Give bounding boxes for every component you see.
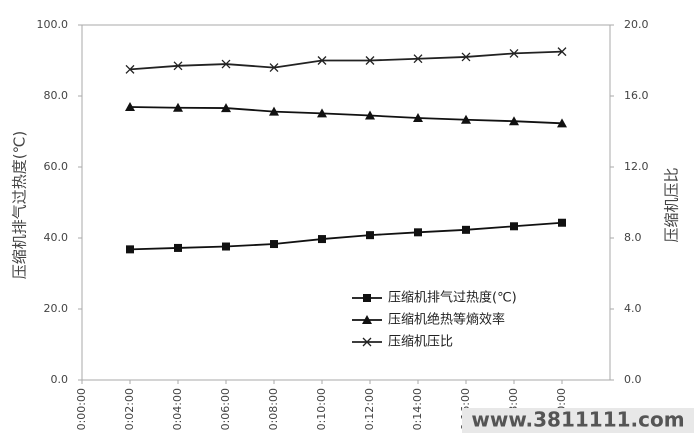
marker (413, 113, 423, 123)
marker (413, 54, 423, 64)
marker (222, 242, 230, 251)
y-tick-label: 60.0 (44, 160, 69, 173)
y-tick-label: 20.0 (44, 302, 69, 315)
y-tick-label: 40.0 (44, 231, 69, 244)
marker (362, 337, 372, 347)
x-tick-label: 0:12:00 (363, 388, 376, 430)
x-tick-label: 0:02:00 (123, 388, 136, 430)
watermark: www.3811111.com (471, 408, 684, 432)
marker (461, 52, 471, 62)
series-line (129, 221, 563, 251)
y2-tick-label: 20.0 (624, 18, 649, 31)
marker (558, 218, 566, 227)
marker (510, 222, 518, 231)
marker (461, 114, 471, 124)
marker (317, 56, 327, 65)
marker (557, 118, 567, 128)
y2-tick-label: 0.0 (624, 373, 642, 386)
legend-label: 压缩机绝热等熵效率 (388, 312, 505, 328)
marker (317, 108, 327, 118)
marker (126, 245, 134, 254)
marker (363, 294, 371, 302)
plot-frame (81, 24, 611, 381)
marker (509, 116, 519, 126)
marker (509, 48, 519, 58)
x-tick-label: 0:00:00 (75, 388, 88, 430)
legend-label: 压缩机压比 (388, 334, 453, 350)
marker (174, 243, 182, 252)
y2-tick-label: 4.0 (624, 302, 642, 315)
marker (173, 102, 183, 112)
marker (173, 61, 183, 71)
y-axis-title: 压缩机排气过热度(℃) (11, 131, 29, 280)
marker (366, 231, 374, 240)
marker (462, 225, 470, 234)
marker (362, 315, 372, 324)
marker (269, 63, 279, 73)
marker (557, 47, 567, 57)
marker (125, 102, 135, 112)
series-line (129, 106, 563, 125)
legend-label: 压缩机排气过热度(℃) (388, 290, 517, 306)
marker (414, 228, 422, 237)
marker (365, 56, 375, 65)
y-tick-label: 80.0 (44, 89, 69, 102)
marker (318, 235, 326, 244)
y-tick-label: 100.0 (37, 18, 69, 31)
marker (269, 106, 279, 116)
marker (365, 110, 375, 120)
marker (270, 240, 278, 249)
x-tick-label: 0:04:00 (171, 388, 184, 430)
x-tick-label: 0:08:00 (267, 388, 280, 430)
marker (125, 64, 135, 74)
y-tick-label: 0.0 (51, 373, 69, 386)
y2-tick-label: 16.0 (624, 89, 649, 102)
y2-tick-label: 12.0 (624, 160, 649, 173)
series-line (129, 50, 563, 71)
watermark-bg (462, 408, 694, 433)
marker (221, 103, 231, 113)
x-tick-label: 0:14:00 (411, 388, 424, 430)
x-tick-label: 0:06:00 (219, 388, 232, 430)
y2-axis-title: 压缩机压比 (663, 167, 681, 242)
y2-tick-label: 8.0 (624, 231, 642, 244)
x-tick-label: 0:10:00 (315, 388, 328, 430)
marker (221, 59, 231, 69)
